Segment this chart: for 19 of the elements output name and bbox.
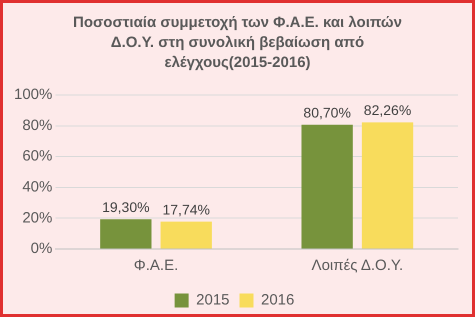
- bar: [362, 122, 414, 248]
- y-tick-label: 60%: [22, 148, 52, 165]
- data-label: 82,26%: [364, 102, 412, 118]
- data-label: 17,74%: [162, 202, 210, 218]
- y-tick-label: 80%: [22, 116, 52, 134]
- legend-label: 2015: [196, 292, 230, 309]
- y-tick-label: 0%: [30, 240, 52, 258]
- data-label: 19,30%: [102, 199, 150, 216]
- bar: [301, 124, 353, 248]
- data-label: 80,70%: [303, 104, 351, 121]
- chart-title: Ποσοστιαία συμμετοχή των Φ.Α.Ε. και λοιπών Δ.Ο.Υ. στη συνολική βεβαίωση από ελέγχους(2015-2016): [72, 13, 403, 73]
- bar: [100, 219, 152, 248]
- legend-label: 2016: [261, 292, 294, 309]
- y-tick-label: 20%: [22, 209, 52, 226]
- bar: [160, 222, 212, 248]
- x-tick-label: Φ.Α.Ε.: [134, 257, 178, 274]
- y-tick-label: 40%: [22, 178, 52, 196]
- y-tick-label: 100%: [14, 86, 52, 104]
- x-tick-label: Λοιπές Δ.Ο.Υ.: [312, 257, 404, 274]
